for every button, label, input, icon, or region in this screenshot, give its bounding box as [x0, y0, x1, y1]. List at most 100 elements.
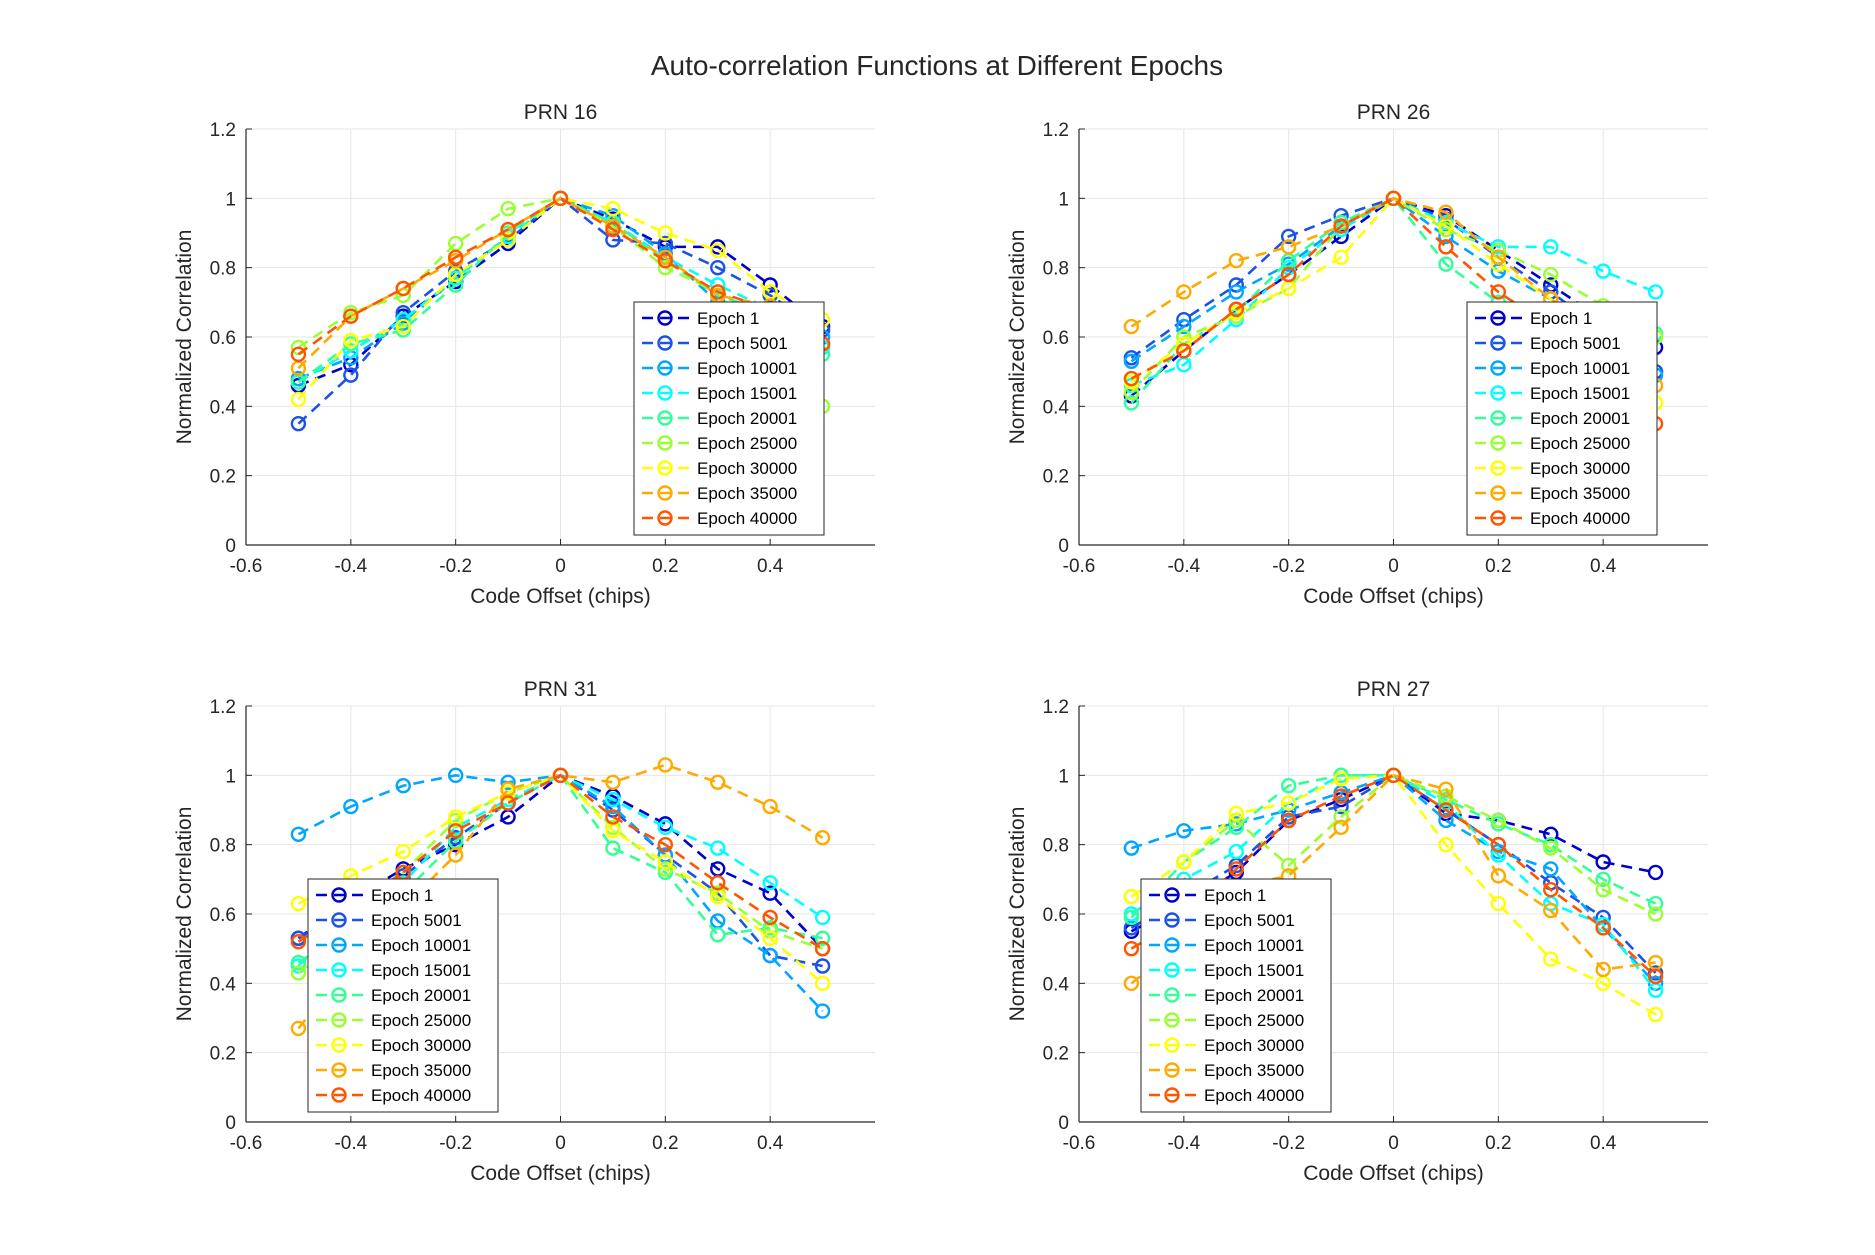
data-point — [552, 190, 569, 207]
y-tick-label: 0.4 — [210, 974, 237, 995]
data-point — [710, 259, 726, 276]
data-point — [1176, 318, 1192, 335]
x-tick-label: 0.4 — [757, 556, 784, 577]
legend-label: Epoch 25000 — [697, 434, 797, 453]
x-tick-label: 0 — [555, 556, 566, 577]
data-point — [1595, 263, 1611, 279]
data-point — [1647, 895, 1664, 912]
legend-item: Epoch 25000 — [1475, 434, 1630, 453]
legend-box — [1466, 301, 1658, 536]
y-tick-label: 0.8 — [1043, 836, 1069, 857]
legend-label: Epoch 25000 — [1204, 1011, 1304, 1030]
legend-item: Epoch 25000 — [316, 1011, 471, 1030]
data-point — [290, 895, 307, 912]
legend-marker — [1490, 310, 1506, 326]
legend-marker — [331, 1087, 347, 1103]
data-point — [1490, 868, 1507, 884]
x-tick-label: 0 — [1388, 1133, 1399, 1154]
data-point — [1595, 920, 1611, 936]
legend-label: Epoch 10001 — [1530, 359, 1630, 378]
legend-label: Epoch 5001 — [697, 334, 788, 353]
legend-marker — [657, 310, 673, 326]
data-point — [290, 826, 307, 842]
legend-item: Epoch 25000 — [1149, 1011, 1304, 1030]
data-point — [290, 934, 307, 950]
legend-item: Epoch 35000 — [642, 484, 797, 503]
data-point — [1123, 318, 1140, 335]
data-point — [1647, 864, 1664, 881]
data-point — [657, 819, 674, 836]
x-tick-label: 0.2 — [652, 1133, 678, 1154]
legend-marker — [1490, 460, 1506, 476]
data-point — [657, 861, 674, 877]
legend-item: Epoch 20001 — [1149, 986, 1304, 1005]
y-axis-label: Normalized Correlation — [1006, 230, 1029, 445]
x-tick-label: 0 — [555, 1133, 566, 1154]
legend-item: Epoch 20001 — [1475, 409, 1630, 428]
legend-marker — [657, 485, 673, 501]
legend-label: Epoch 25000 — [371, 1011, 471, 1030]
data-point — [762, 277, 778, 293]
data-point — [290, 965, 307, 981]
legend-marker — [657, 360, 673, 376]
data-point — [762, 909, 778, 926]
subplot-title: PRN 31 — [524, 678, 598, 701]
data-point — [552, 767, 569, 784]
y-tick-label: 0.6 — [210, 905, 236, 926]
data-point — [1490, 249, 1507, 265]
y-tick-label: 1.2 — [1043, 697, 1069, 718]
legend-marker — [657, 385, 673, 401]
data-point — [1595, 854, 1611, 870]
y-tick-label: 0.8 — [210, 836, 236, 857]
data-point — [1543, 861, 1559, 877]
legend-marker — [331, 962, 347, 978]
data-point — [1228, 253, 1244, 269]
data-point — [1647, 968, 1664, 985]
legend-item: Epoch 5001 — [1149, 911, 1295, 930]
subplot-prn-31: -0.6 -0.4 -0.2 0 0.2 0.4 0 0.2 0.4 0.6 0.8 1 1.2 PRN … — [173, 678, 875, 1185]
data-point — [447, 767, 464, 784]
y-tick-label: 1 — [225, 189, 236, 210]
legend-label: Epoch 20001 — [697, 409, 797, 428]
legend-label: Epoch 30000 — [1530, 459, 1630, 478]
legend-label: Epoch 5001 — [1204, 911, 1295, 930]
legend-item: Epoch 1 — [1475, 309, 1592, 328]
legend-label: Epoch 10001 — [1204, 936, 1304, 955]
legend-item: Epoch 30000 — [1149, 1036, 1304, 1055]
y-axis-label: Normalized Correlation — [173, 230, 196, 445]
data-point — [1438, 812, 1454, 829]
legend-item: Epoch 10001 — [1149, 936, 1304, 955]
data-point — [500, 774, 516, 790]
data-point — [1438, 802, 1454, 818]
data-point — [1123, 940, 1140, 957]
series-line — [297, 773, 824, 950]
data-point — [1333, 218, 1349, 234]
data-point — [395, 318, 411, 335]
legend-label: Epoch 5001 — [1530, 334, 1621, 353]
legend-label: Epoch 40000 — [371, 1086, 471, 1105]
data-point — [1176, 343, 1192, 359]
y-tick-label: 0.8 — [210, 259, 236, 280]
legend-item: Epoch 35000 — [1475, 484, 1630, 503]
data-point — [1647, 1006, 1664, 1023]
data-point — [1333, 788, 1349, 804]
data-point — [1543, 239, 1559, 255]
data-point — [1595, 882, 1611, 898]
legend-marker — [657, 510, 673, 526]
data-point — [605, 221, 621, 238]
data-point — [814, 1003, 831, 1019]
legend-label: Epoch 35000 — [697, 484, 797, 503]
data-point — [1385, 190, 1402, 207]
y-tick-label: 0 — [1058, 536, 1069, 557]
legend-item: Epoch 5001 — [316, 911, 462, 930]
data-point — [710, 242, 726, 259]
series-line — [297, 196, 824, 356]
legend-label: Epoch 10001 — [697, 359, 797, 378]
data-point — [1490, 895, 1507, 912]
data-point — [1490, 284, 1507, 300]
data-point — [1543, 840, 1559, 856]
legend-marker — [331, 887, 347, 903]
legend-marker — [331, 1062, 347, 1078]
legend-item: Epoch 15001 — [1475, 384, 1630, 403]
data-point — [343, 332, 359, 349]
